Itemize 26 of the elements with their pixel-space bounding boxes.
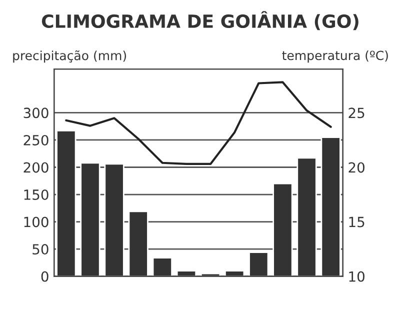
bar: [104, 163, 124, 276]
bar: [224, 270, 245, 276]
line-series: [65, 81, 332, 166]
y-tick-label: 150: [24, 189, 48, 200]
y-tick-label: 0: [41, 271, 48, 282]
bar: [272, 182, 293, 276]
bar: [248, 252, 269, 276]
chart-title: CLIMOGRAMA DE GOIÂNIA (GO): [42, 11, 358, 30]
y2-axis-title: temperatura (ºC): [282, 50, 388, 63]
y2-tick-label: 25: [348, 108, 364, 118]
bar: [80, 162, 100, 276]
bar: [56, 130, 76, 276]
bar: [128, 210, 148, 276]
bar: [176, 270, 197, 276]
y-tick-label: 200: [24, 162, 48, 173]
y-tick-label: 300: [24, 108, 48, 118]
y2-tick-label: 20: [348, 162, 364, 173]
bar: [152, 257, 172, 276]
y-tick-label: 50: [32, 244, 48, 255]
y-tick-label: 250: [24, 134, 48, 146]
bar: [296, 157, 317, 276]
bar: [320, 136, 341, 276]
y-axis-title: precipitação (mm): [13, 50, 126, 63]
y2-tick-label: 15: [349, 216, 364, 228]
y2-tick-label: 10: [349, 271, 364, 282]
y-tick-label: 100: [24, 216, 48, 228]
